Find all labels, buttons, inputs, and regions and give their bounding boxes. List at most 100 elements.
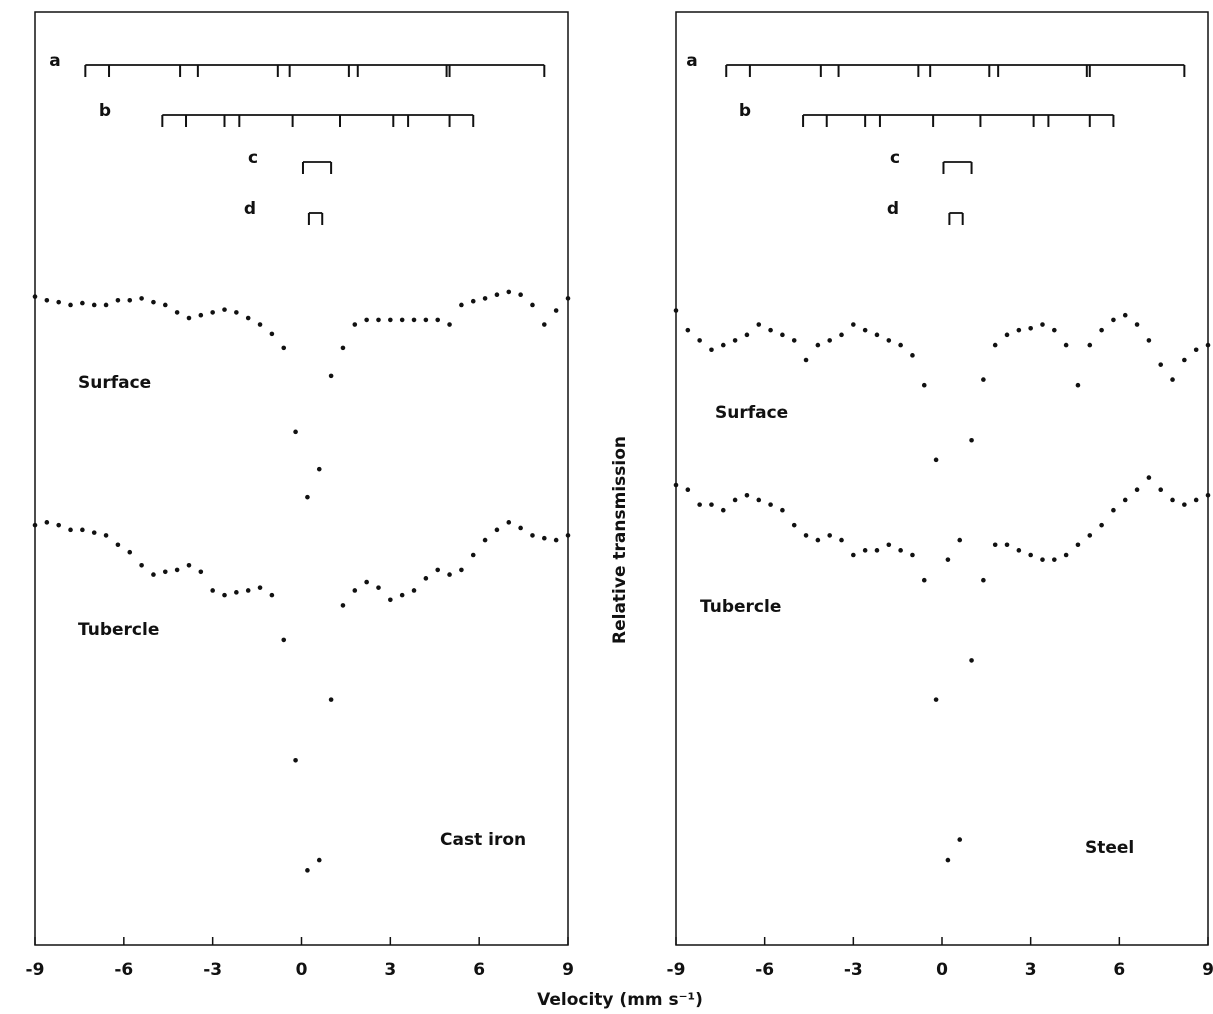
x-tick-label: -9 [667,960,686,980]
data-point [506,289,512,295]
data-point [969,658,974,663]
data-point [1134,487,1140,492]
data-point [1122,497,1128,503]
data-point [68,527,73,533]
marker-label: a [49,51,60,71]
data-point [328,373,334,379]
data-point [697,338,702,343]
data-point [992,542,998,548]
data-point [1170,377,1175,382]
series-label: Surface [78,373,151,393]
data-point [1028,552,1033,558]
data-point [198,569,204,575]
data-point [1063,552,1069,558]
data-point [898,342,903,348]
x-tick-label: 6 [473,960,485,980]
data-point [44,297,50,303]
data-point [174,567,180,573]
data-point [1193,497,1199,503]
data-point [1004,542,1010,548]
data-point [1111,507,1116,513]
data-point [1063,342,1069,348]
data-point [435,317,441,323]
data-point [709,347,714,353]
sample-label: Cast iron [440,830,526,850]
data-point [44,520,50,525]
data-point [447,572,452,577]
data-point [293,757,298,763]
data-point [945,557,951,562]
data-point [210,588,215,593]
marker-label: b [99,101,111,121]
data-point [827,338,832,343]
y-axis-label: Relative transmission [610,436,630,644]
data-point [803,533,809,538]
data-point [459,302,464,308]
data-point [316,857,322,863]
data-point [388,317,393,323]
data-point [518,292,523,297]
data-point [198,312,204,318]
data-point [1193,347,1199,353]
data-point [281,345,287,351]
data-point [32,522,38,528]
data-point [364,317,369,323]
x-tick-label: 6 [1113,960,1125,980]
data-point [340,345,346,351]
data-point [1016,548,1022,553]
data-point [957,537,963,543]
data-point [673,308,679,313]
data-point [1111,317,1116,323]
data-point [411,317,417,323]
data-point [328,697,334,702]
data-point [447,322,452,327]
data-point [530,302,535,308]
data-point [174,310,180,315]
data-point [815,537,821,543]
data-point [720,342,726,348]
data-point [222,307,227,312]
data-point [886,542,892,548]
data-point [68,302,73,308]
data-point [720,507,726,513]
data-point [470,552,476,558]
data-point [222,592,227,598]
data-point [1158,487,1164,492]
marker-label: c [248,148,258,168]
data-point [921,382,927,388]
data-point [482,537,488,543]
data-point [981,377,986,382]
data-point [459,567,464,573]
data-point [151,572,156,577]
x-tick-label: -3 [203,960,222,980]
data-point [293,429,298,435]
x-tick-label: 3 [1025,960,1037,980]
data-point [768,502,773,507]
data-point [874,332,880,338]
data-point [1087,533,1093,538]
data-point [435,567,441,573]
marker-label: d [887,199,899,219]
data-point [210,310,215,315]
data-point [139,296,144,301]
data-point [862,548,868,553]
x-tick-label: 3 [384,960,396,980]
data-point [791,522,797,528]
data-point [245,588,251,593]
data-point [257,322,263,327]
data-point [744,332,750,338]
data-point [542,535,547,541]
data-point [839,332,844,338]
data-point [151,299,156,305]
data-point [245,315,251,321]
data-point [780,507,785,513]
plot-frame [34,11,569,946]
x-tick-label: -9 [26,960,45,980]
data-point [756,322,762,327]
data-point [388,597,393,603]
data-point [910,552,915,558]
data-point [921,577,927,583]
x-tick-label: -3 [844,960,863,980]
data-point [269,592,275,598]
data-point [352,322,358,327]
